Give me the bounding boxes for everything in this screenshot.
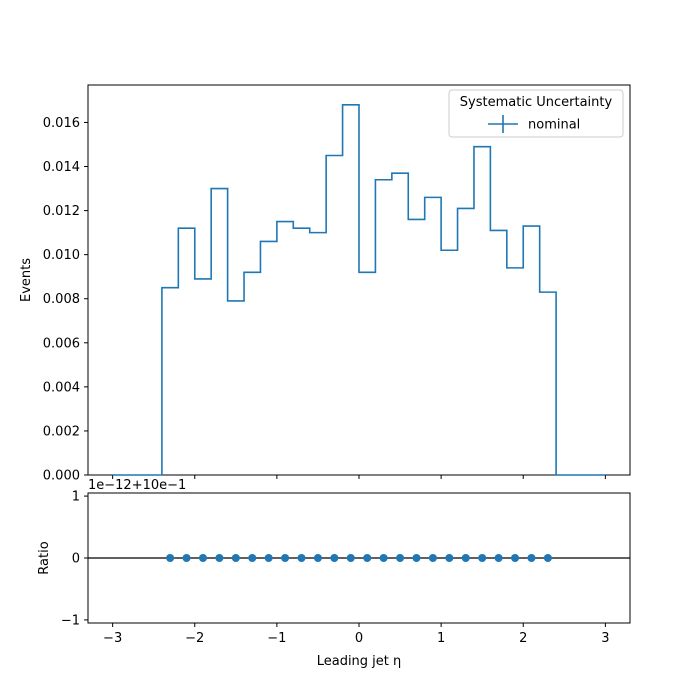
x-tick-label: 3 — [601, 631, 609, 646]
ratio-point — [412, 554, 421, 562]
legend: Systematic Uncertainty nominal — [448, 89, 624, 138]
main-panel: 0.000 0.002 0.004 0.006 0.008 0.010 0.012 0.014… — [19, 84, 631, 484]
main-y-tick-label: 0.002 — [43, 424, 80, 439]
ratio-point — [511, 554, 520, 562]
ratio-point — [445, 554, 454, 562]
ratio-panel: −1 0 1 −3 −2 −1 0 1 2 3 1e−12+10e−1 Ratio Leadin… — [37, 478, 631, 669]
ratio-point — [346, 554, 355, 562]
x-tick-label: 0 — [355, 631, 363, 646]
x-tick-label: 2 — [519, 631, 527, 646]
ratio-y-axis-label: Ratio — [37, 541, 52, 574]
ratio-point — [166, 554, 175, 562]
ratio-point — [313, 554, 322, 562]
ratio-y-tick-label: −1 — [61, 613, 80, 628]
ratio-point — [297, 554, 306, 562]
x-tick-label: −3 — [103, 631, 122, 646]
ratio-point — [363, 554, 372, 562]
ratio-point — [182, 554, 191, 562]
ratio-y-tick-label: 1 — [72, 490, 80, 505]
ratio-y-tick-label: 0 — [72, 552, 80, 567]
ratio-point — [527, 554, 536, 562]
x-tick-label: 1 — [437, 631, 445, 646]
main-y-tick-label: 0.010 — [43, 248, 80, 263]
legend-title: Systematic Uncertainty — [460, 95, 613, 110]
ratio-point — [543, 554, 552, 562]
main-y-tick-label: 0.016 — [43, 116, 80, 131]
x-tick-label: −1 — [267, 631, 286, 646]
ratio-point — [330, 554, 339, 562]
nominal-histogram-step — [112, 104, 606, 476]
main-y-axis-label: Events — [19, 258, 34, 302]
ratio-point — [281, 554, 290, 562]
main-y-tick-label: 0.000 — [43, 469, 80, 484]
ratio-point — [215, 554, 224, 562]
legend-label-nominal: nominal — [528, 118, 580, 133]
legend-box — [448, 89, 624, 138]
ratio-point — [494, 554, 503, 562]
ratio-point — [198, 554, 207, 562]
ratio-point — [231, 554, 240, 562]
main-y-tick-label: 0.006 — [43, 336, 80, 351]
ratio-offset-label: 1e−12+10e−1 — [88, 478, 186, 493]
main-y-tick-label: 0.014 — [43, 160, 80, 175]
x-axis-label: Leading jet η — [317, 654, 402, 669]
ratio-point — [379, 554, 388, 562]
ratio-point — [248, 554, 257, 562]
ratio-point — [264, 554, 273, 562]
ratio-point — [461, 554, 470, 562]
main-y-tick-label: 0.008 — [43, 292, 80, 307]
legend-entry-nominal: nominal — [488, 115, 580, 133]
x-tick-label: −2 — [185, 631, 204, 646]
main-y-tick-label: 0.012 — [43, 204, 80, 219]
ratio-point — [428, 554, 437, 562]
ratio-point — [478, 554, 487, 562]
ratio-point — [396, 554, 405, 562]
main-y-tick-label: 0.004 — [43, 380, 80, 395]
